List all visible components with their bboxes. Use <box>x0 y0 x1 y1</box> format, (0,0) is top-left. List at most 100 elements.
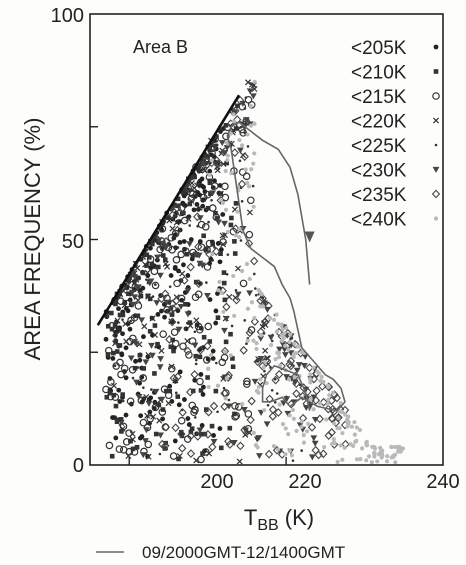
scatter-point-gray-dot <box>254 346 259 352</box>
scatter-point-gray-dot <box>292 341 297 346</box>
legend-label-1: <210K <box>351 63 407 84</box>
scatter-point-triangle <box>301 353 309 360</box>
scatter-point-small-dot <box>118 314 122 318</box>
scatter-point-circle <box>170 328 179 336</box>
scatter-point-dot <box>189 256 195 262</box>
scatter-point-dot <box>176 402 182 408</box>
scatter-point-small-dot <box>253 287 257 290</box>
scatter-point-diamond <box>186 262 195 272</box>
scatter-point-circle <box>185 351 193 359</box>
scatter-point-gray-dot <box>308 397 313 402</box>
scatter-point-small-dot <box>194 362 198 366</box>
scatter-point-gray-dot <box>264 381 269 386</box>
scatter-point-dot <box>173 245 179 251</box>
area-annotation: Area B <box>133 37 188 57</box>
y-tick-label-50: 50 <box>62 231 84 253</box>
scatter-point-triangle <box>279 341 287 348</box>
scatter-point-circle <box>150 267 159 276</box>
scatter-point-diamond <box>240 152 249 162</box>
scatter-point-square <box>222 297 228 303</box>
scatter-point-small-dot <box>189 178 193 181</box>
scatter-point-circle <box>171 339 180 348</box>
scatter-point-gray-dot <box>243 167 248 172</box>
scatter-point-dot <box>119 352 125 358</box>
scatter-point-small-dot <box>270 339 274 343</box>
scatter-point-gray-dot <box>275 321 281 326</box>
scatter-point-gray-dot <box>337 426 342 431</box>
scatter-point-dot <box>218 247 224 252</box>
scatter-point-circle <box>158 225 167 233</box>
scatter-point-square <box>178 429 184 435</box>
scatter-point-dot <box>185 273 191 278</box>
scatter-point-dot <box>117 399 123 404</box>
scatter-point-triangle <box>148 342 155 349</box>
scatter-point-triangle <box>145 400 153 407</box>
scatter-point-diamond <box>261 355 271 365</box>
scatter-point-triangle <box>128 289 136 296</box>
scatter-point-gray-dot <box>342 445 347 450</box>
scatter-point-gray-dot <box>273 357 278 362</box>
scatter-point-diamond <box>171 296 181 306</box>
scatter-point-square <box>230 356 235 361</box>
scatter-point-x <box>122 320 129 327</box>
scatter-point-triangle <box>184 311 192 318</box>
scatter-point-circle <box>232 411 241 420</box>
scatter-point-x <box>144 412 151 419</box>
scatter-point-circle <box>115 445 124 453</box>
scatter-point-square <box>221 280 227 286</box>
scatter-point-square <box>171 202 177 208</box>
scatter-point-square <box>207 339 213 344</box>
scatter-point-triangle <box>131 339 139 346</box>
scatter-point-x <box>220 241 227 248</box>
scatter-point-gray-dot <box>339 409 344 415</box>
scatter-point-gray-dot <box>274 312 279 317</box>
scatter-point-square <box>152 323 158 328</box>
scatter-point-circle <box>130 448 139 456</box>
scatter-point-small-dot <box>263 369 266 373</box>
scatter-point-square <box>205 155 210 160</box>
scatter-point-x <box>165 400 172 407</box>
scatter-point-gray-dot <box>287 448 292 453</box>
scatter-point-diamond <box>168 317 177 327</box>
scatter-point-triangle <box>257 335 265 342</box>
scatter-point-diamond <box>258 294 267 303</box>
scatter-point-gray-dot <box>245 180 250 186</box>
scatter-point-dot <box>198 372 204 377</box>
legend-marker-gray-dot <box>433 216 439 221</box>
scatter-point-triangle <box>257 356 265 363</box>
scatter-point-small-dot <box>154 283 157 286</box>
scatter-point-gray-dot <box>307 377 313 382</box>
scatter-point-triangle <box>131 294 139 301</box>
scatter-point-diamond <box>307 422 317 432</box>
scatter-point-small-dot <box>211 259 214 262</box>
scatter-point-square <box>228 222 234 228</box>
scatter-point-x <box>129 436 136 443</box>
scatter-point-diamond <box>244 239 254 248</box>
scatter-point-gray-dot <box>259 292 264 297</box>
scatter-point-gray-dot <box>218 197 224 202</box>
scatter-point-square <box>160 407 166 412</box>
scatter-point-gray-dot <box>223 396 228 401</box>
scatter-point-diamond <box>298 391 307 401</box>
scatter-point-circle <box>139 374 148 382</box>
scatter-point-gray-dot <box>311 365 316 370</box>
scatter-point-circle <box>245 230 254 239</box>
scatter-point-square <box>134 444 140 450</box>
scatter-point-circle <box>197 220 206 229</box>
scatter-point-gray-dot <box>287 377 292 382</box>
scatter-point-dot <box>147 245 153 251</box>
scatter-point-circle <box>116 297 125 306</box>
scatter-point-gray-dot <box>232 313 237 318</box>
scatter-point-diamond <box>258 361 267 371</box>
scatter-point-circle <box>119 445 128 454</box>
scatter-point-dot <box>167 383 173 389</box>
scatter-point-diamond <box>285 359 294 369</box>
scatter-point-small-dot <box>234 289 238 292</box>
scatter-point-x <box>143 393 150 401</box>
scatter-points-layer <box>102 79 406 465</box>
scatter-point-square <box>162 257 168 262</box>
scatter-point-gray-dot <box>224 375 229 381</box>
scatter-point-square <box>232 251 238 256</box>
scatter-point-triangle <box>163 299 171 306</box>
scatter-point-circle <box>112 326 121 335</box>
